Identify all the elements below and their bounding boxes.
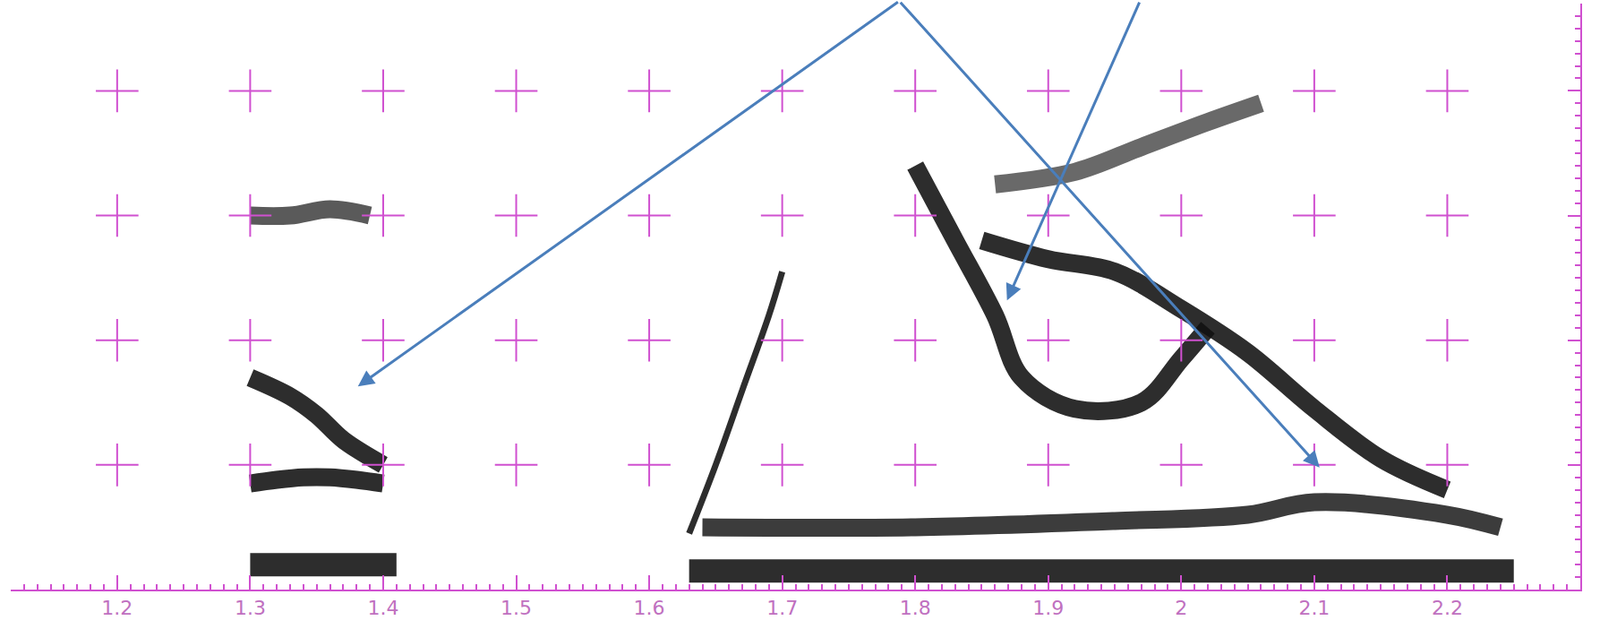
svg-text:2: 2	[1174, 596, 1188, 619]
svg-text:1.6: 1.6	[633, 596, 666, 619]
svg-text:1.9: 1.9	[1032, 596, 1064, 619]
svg-text:2.1: 2.1	[1298, 596, 1330, 619]
svg-text:2.2: 2.2	[1431, 596, 1464, 619]
svg-text:1.2: 1.2	[101, 596, 133, 619]
svg-text:1.3: 1.3	[234, 596, 266, 619]
svg-text:1.5: 1.5	[500, 596, 532, 619]
svg-text:1.7: 1.7	[766, 596, 798, 619]
svg-text:1.8: 1.8	[899, 596, 932, 619]
svg-text:1.4: 1.4	[367, 596, 399, 619]
